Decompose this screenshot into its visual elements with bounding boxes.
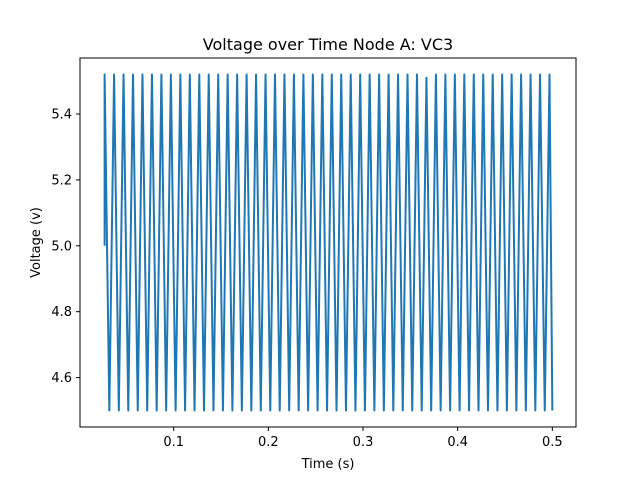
x-axis-label: Time (s) bbox=[301, 457, 355, 472]
y-tick-label: 5.2 bbox=[51, 173, 72, 188]
y-tick-label: 5.4 bbox=[51, 108, 72, 123]
axes-frame bbox=[79, 57, 577, 428]
x-tick-label: 0.4 bbox=[447, 435, 468, 450]
x-tick-label: 0.2 bbox=[258, 435, 279, 450]
y-axis-label: Voltage (v) bbox=[29, 207, 44, 278]
x-tick-label: 0.5 bbox=[542, 435, 563, 450]
y-tick-label: 4.8 bbox=[51, 305, 72, 320]
plot-area bbox=[103, 73, 554, 412]
series-line-vc3 bbox=[103, 73, 554, 412]
x-tick-label: 0.1 bbox=[163, 435, 184, 450]
x-axis: 0.1 0.2 0.3 0.4 0.5 bbox=[163, 427, 563, 450]
y-tick-label: 5.0 bbox=[51, 239, 72, 254]
chart-title: Voltage over Time Node A: VC3 bbox=[203, 35, 453, 54]
y-tick-label: 4.6 bbox=[51, 371, 72, 386]
y-axis: 4.6 4.8 5.0 5.2 5.4 bbox=[51, 108, 80, 386]
x-tick-label: 0.3 bbox=[353, 435, 374, 450]
